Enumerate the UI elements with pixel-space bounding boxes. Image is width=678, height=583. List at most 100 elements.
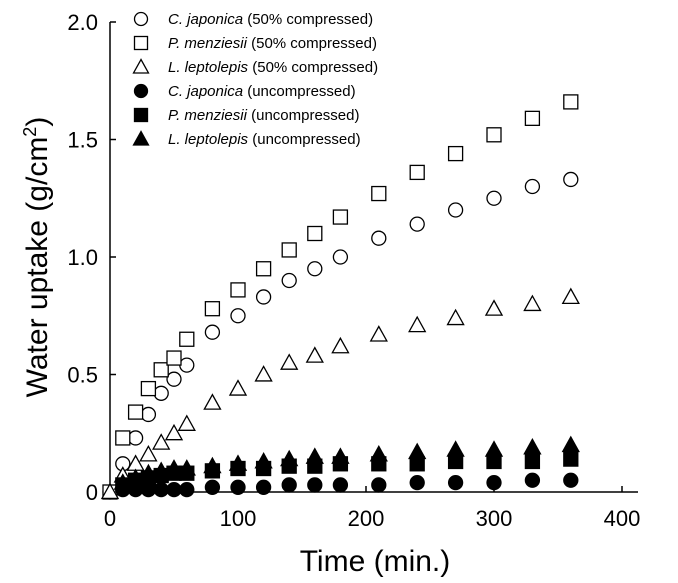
data-point (307, 261, 323, 277)
data-point (305, 346, 324, 363)
data-point (523, 437, 542, 455)
legend-marker (133, 35, 149, 51)
data-point (179, 481, 195, 498)
data-point (307, 225, 323, 242)
y-tick-label: 0 (86, 480, 98, 505)
series-2 (100, 287, 580, 500)
x-axis-title: Time (min.) (300, 545, 451, 578)
data-point (228, 379, 248, 396)
data-point (332, 209, 349, 225)
data-point (371, 230, 387, 246)
data-point (332, 477, 349, 493)
data-point (166, 481, 182, 498)
legend-condition: (uncompressed) (252, 131, 360, 148)
legend-label: P. menziesii (50% compressed) (168, 35, 377, 52)
data-point (447, 474, 464, 491)
y-axis-title-main: Water uptake (g/cm (21, 137, 54, 398)
data-point (228, 454, 248, 471)
data-point (153, 385, 169, 401)
x-tick-label: 200 (348, 506, 385, 531)
data-point (563, 472, 579, 488)
data-point (409, 164, 425, 181)
y-tick-label: 1.0 (67, 245, 98, 270)
data-point (255, 289, 272, 305)
legend-marker (133, 83, 149, 99)
legend-marker (133, 11, 149, 27)
x-tick-label: 300 (476, 506, 513, 531)
data-point (254, 452, 273, 469)
data-point (409, 216, 425, 232)
data-point (140, 380, 157, 397)
legend-condition: (uncompressed) (247, 83, 355, 100)
data-point (524, 178, 541, 195)
data-point (179, 357, 195, 373)
data-point (203, 456, 222, 474)
data-point (369, 445, 388, 462)
data-point (177, 459, 196, 476)
data-point (153, 481, 169, 498)
data-point (371, 185, 387, 202)
data-point (371, 477, 387, 493)
data-point (280, 353, 299, 370)
data-point (254, 365, 273, 382)
data-point (204, 301, 221, 317)
legend-entry: C. japonica (uncompressed) (133, 83, 356, 100)
data-points (100, 94, 580, 500)
data-point (139, 445, 158, 462)
data-point (204, 324, 221, 340)
data-point (524, 453, 541, 470)
data-point (127, 430, 144, 446)
data-point (331, 447, 350, 464)
data-point (281, 477, 297, 493)
legend-entry: P. menziesii (uncompressed) (133, 107, 360, 124)
legend-entry: L. leptolepis (uncompressed) (132, 130, 361, 148)
series-5 (113, 435, 580, 490)
data-point (203, 393, 222, 410)
data-point (369, 325, 388, 342)
data-point (179, 331, 195, 347)
data-point (524, 472, 541, 488)
data-point (281, 242, 297, 258)
data-point (152, 461, 171, 478)
legend-species: P. menziesii (168, 35, 248, 52)
data-point (561, 287, 580, 305)
data-point (281, 272, 297, 289)
legend-entry: C. japonica (50% compressed) (133, 11, 373, 28)
data-point (484, 440, 504, 457)
data-point (447, 202, 464, 218)
legend-label: C. japonica (uncompressed) (168, 83, 356, 100)
legend-entry: P. menziesii (50% compressed) (133, 35, 377, 52)
y-tick-label: 1.5 (67, 128, 98, 153)
data-point (230, 479, 246, 495)
data-point (255, 261, 272, 277)
data-point (331, 336, 350, 354)
legend-condition: (uncompressed) (251, 107, 359, 124)
data-point (164, 459, 184, 476)
legend-marker (132, 130, 150, 146)
data-point (305, 447, 324, 464)
legend-marker (132, 58, 150, 74)
y-axis-title-superscript: 2 (20, 127, 40, 137)
x-tick-label: 400 (604, 506, 641, 531)
legend-condition: (50% compressed) (252, 59, 378, 76)
legend-condition: (50% compressed) (251, 35, 377, 52)
legend-entry: L. leptolepis (50% compressed) (132, 58, 378, 76)
data-point (561, 435, 580, 453)
legend-condition: (50% compressed) (247, 11, 373, 28)
data-point (484, 299, 504, 316)
data-point (166, 350, 182, 366)
data-point (523, 294, 542, 312)
data-point (204, 479, 221, 495)
data-point (230, 282, 246, 298)
data-point (332, 249, 349, 265)
data-point (115, 430, 131, 446)
data-point (166, 371, 182, 387)
data-point (446, 308, 465, 326)
data-point (563, 171, 579, 188)
series-1 (102, 94, 579, 500)
y-tick-label: 2.0 (67, 10, 98, 35)
data-point (113, 473, 132, 490)
tick-labels: 0 100 200 300 400 0 0.5 1.0 1.5 2.0 (67, 10, 640, 531)
legend-label: L. leptolepis (uncompressed) (168, 131, 361, 148)
